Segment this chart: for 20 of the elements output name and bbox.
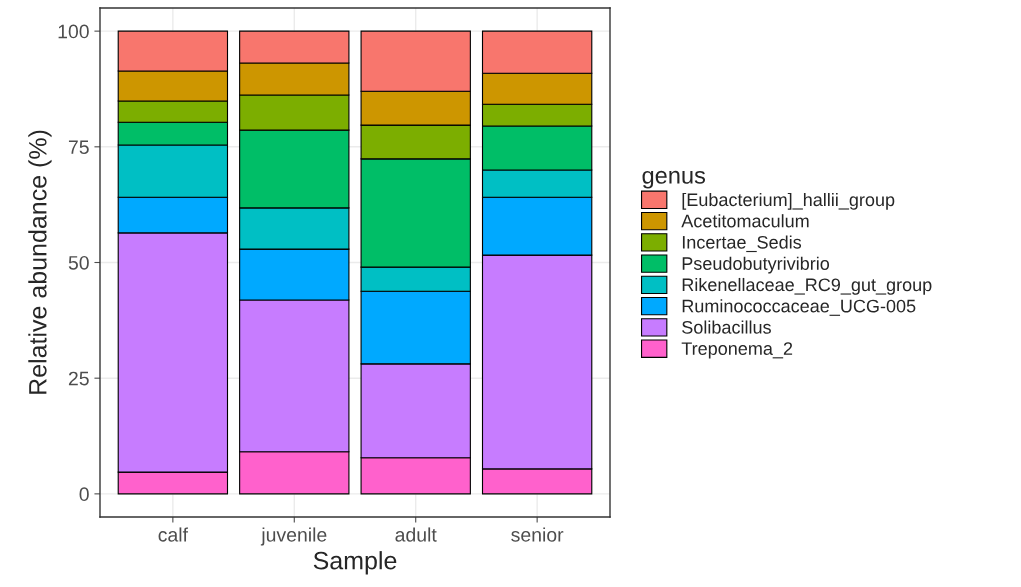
y-tick-label: 0 bbox=[79, 487, 89, 502]
legend-label: Solibacillus bbox=[682, 320, 771, 334]
legend-label: Rikenellaceae_RC9_gut_group bbox=[682, 277, 932, 295]
x-tick-label: calf bbox=[158, 527, 189, 542]
legend-label: Treponema_2 bbox=[681, 342, 793, 359]
y-axis-title: Relative abundance (%) bbox=[28, 130, 52, 394]
legend-label: Ruminococcaceae_UCG-005 bbox=[682, 299, 916, 316]
legend-title: genus bbox=[642, 170, 706, 189]
legend-label: Pseudobutyrivibrio bbox=[682, 256, 830, 274]
legend-label: Acetitomaculum bbox=[681, 214, 809, 228]
x-tick-label: adult bbox=[395, 527, 437, 542]
legend-label: Incertae_Sedis bbox=[682, 235, 802, 253]
legend-label: [Eubacterium]_hallii_group bbox=[682, 192, 895, 210]
y-tick-label: 50 bbox=[68, 255, 89, 270]
y-tick-label: 100 bbox=[58, 24, 89, 39]
x-tick-label: senior bbox=[511, 527, 564, 542]
y-tick-label: 25 bbox=[68, 371, 89, 386]
x-axis-title: Sample bbox=[313, 551, 397, 575]
y-tick-label: 75 bbox=[68, 140, 89, 155]
x-tick-label: juvenile bbox=[260, 527, 327, 546]
